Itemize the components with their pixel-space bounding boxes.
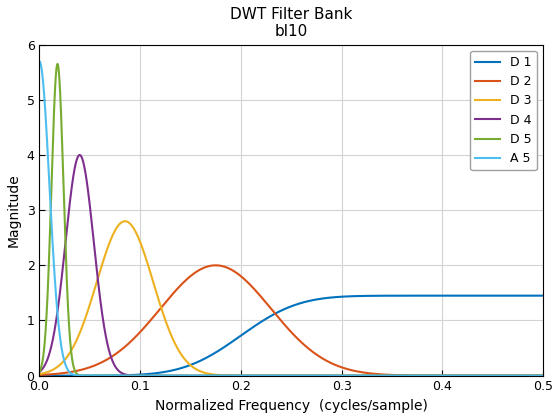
D 2: [212, 263, 219, 268]
A 5: [500, 373, 506, 378]
D 2: [252, 288, 259, 293]
D 1: [251, 323, 258, 328]
A 5: [36, 59, 43, 64]
X-axis label: Normalized Frequency  (cycles/sample): Normalized Frequency (cycles/sample): [155, 399, 428, 413]
D 4: [76, 152, 83, 158]
D 3: [524, 373, 531, 378]
D 2: [402, 373, 409, 378]
D 4: [402, 373, 409, 378]
Y-axis label: Magnitude: Magnitude: [7, 173, 21, 247]
D 5: [54, 61, 61, 66]
D 5: [252, 373, 259, 378]
D 4: [540, 373, 547, 378]
D 3: [36, 372, 43, 377]
Line: D 4: D 4: [39, 155, 543, 375]
D 1: [248, 326, 254, 331]
A 5: [540, 373, 547, 378]
D 2: [500, 373, 506, 378]
A 5: [425, 373, 432, 378]
D 4: [524, 373, 531, 378]
D 1: [276, 309, 282, 314]
D 1: [402, 293, 409, 298]
A 5: [276, 373, 282, 378]
A 5: [524, 373, 531, 378]
D 1: [499, 293, 506, 298]
D 5: [36, 370, 43, 375]
D 2: [248, 283, 254, 288]
Line: D 1: D 1: [39, 296, 543, 375]
A 5: [402, 373, 409, 378]
D 1: [540, 293, 547, 298]
D 5: [540, 373, 547, 378]
Title: DWT Filter Bank
bl10: DWT Filter Bank bl10: [230, 7, 352, 39]
D 4: [500, 373, 506, 378]
Line: A 5: A 5: [39, 61, 543, 375]
Line: D 3: D 3: [39, 221, 543, 375]
D 2: [524, 373, 531, 378]
D 4: [276, 373, 282, 378]
D 3: [248, 373, 254, 378]
D 3: [500, 373, 506, 378]
A 5: [251, 373, 258, 378]
D 4: [252, 373, 259, 378]
D 3: [402, 373, 409, 378]
D 1: [36, 373, 43, 378]
Legend: D 1, D 2, D 3, D 4, D 5, A 5: D 1, D 2, D 3, D 4, D 5, A 5: [470, 51, 537, 170]
D 5: [525, 373, 531, 378]
D 3: [252, 373, 259, 378]
Line: D 2: D 2: [39, 265, 543, 375]
D 3: [276, 373, 282, 378]
D 5: [402, 373, 409, 378]
D 5: [276, 373, 282, 378]
D 2: [36, 373, 43, 378]
D 4: [248, 373, 254, 378]
D 1: [524, 293, 531, 298]
D 5: [500, 373, 506, 378]
Line: D 5: D 5: [39, 64, 543, 375]
D 4: [36, 370, 43, 375]
A 5: [248, 373, 254, 378]
D 3: [540, 373, 547, 378]
D 5: [248, 373, 254, 378]
D 2: [276, 315, 282, 320]
D 5: [287, 373, 294, 378]
D 3: [122, 219, 128, 224]
D 2: [540, 373, 547, 378]
